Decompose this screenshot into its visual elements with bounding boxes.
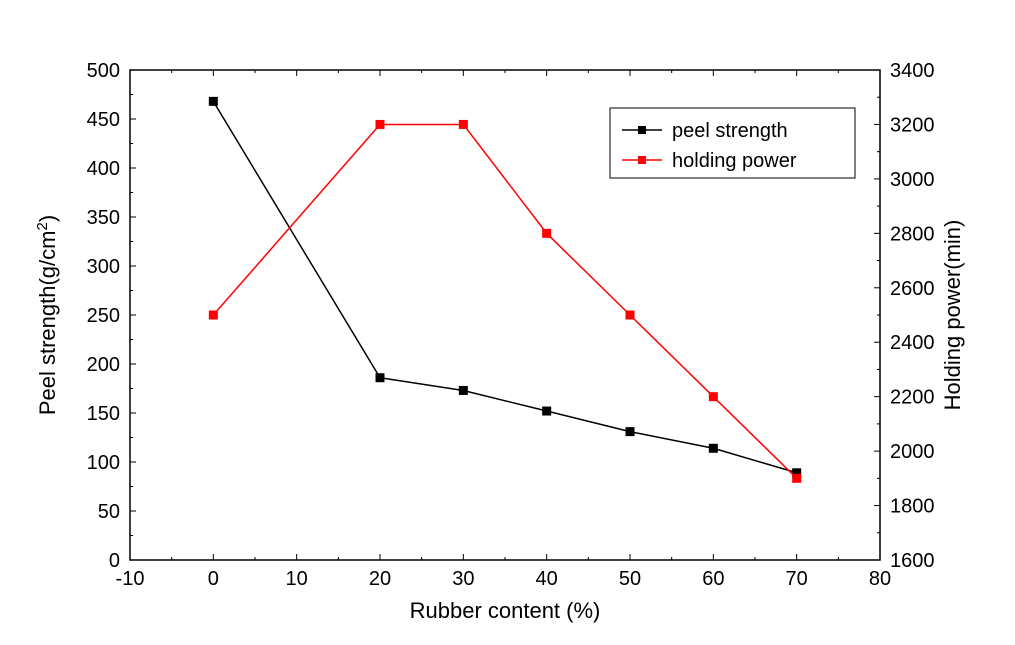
svg-text:2800: 2800 [890, 223, 935, 245]
svg-text:70: 70 [786, 568, 808, 590]
svg-text:2600: 2600 [890, 278, 935, 300]
svg-text:2200: 2200 [890, 387, 935, 409]
svg-text:200: 200 [87, 354, 120, 376]
svg-text:80: 80 [869, 568, 891, 590]
svg-text:350: 350 [87, 207, 120, 229]
svg-text:Peel strength(g/cm2): Peel strength(g/cm2) [34, 215, 61, 415]
svg-text:2000: 2000 [890, 441, 935, 463]
svg-text:holding power: holding power [672, 150, 797, 172]
svg-text:50: 50 [619, 568, 641, 590]
svg-text:Holding power(min): Holding power(min) [940, 220, 965, 411]
svg-text:250: 250 [87, 305, 120, 327]
svg-text:0: 0 [109, 550, 120, 572]
svg-text:3200: 3200 [890, 114, 935, 136]
svg-text:400: 400 [87, 158, 120, 180]
svg-text:0: 0 [208, 568, 219, 590]
svg-text:450: 450 [87, 109, 120, 131]
svg-text:10: 10 [286, 568, 308, 590]
svg-text:3000: 3000 [890, 169, 935, 191]
svg-text:Rubber content (%): Rubber content (%) [410, 598, 601, 623]
chart-svg: -1001020304050607080Rubber content (%)05… [0, 0, 1015, 645]
svg-text:3400: 3400 [890, 60, 935, 82]
svg-text:1800: 1800 [890, 496, 935, 518]
chart-container: -1001020304050607080Rubber content (%)05… [0, 0, 1015, 645]
svg-text:500: 500 [87, 60, 120, 82]
svg-text:50: 50 [98, 501, 120, 523]
svg-text:150: 150 [87, 403, 120, 425]
svg-text:300: 300 [87, 256, 120, 278]
svg-text:100: 100 [87, 452, 120, 474]
svg-text:peel strength: peel strength [672, 120, 788, 142]
svg-text:2400: 2400 [890, 332, 935, 354]
svg-text:1600: 1600 [890, 550, 935, 572]
svg-text:20: 20 [369, 568, 391, 590]
svg-text:40: 40 [536, 568, 558, 590]
svg-text:30: 30 [452, 568, 474, 590]
svg-text:60: 60 [702, 568, 724, 590]
